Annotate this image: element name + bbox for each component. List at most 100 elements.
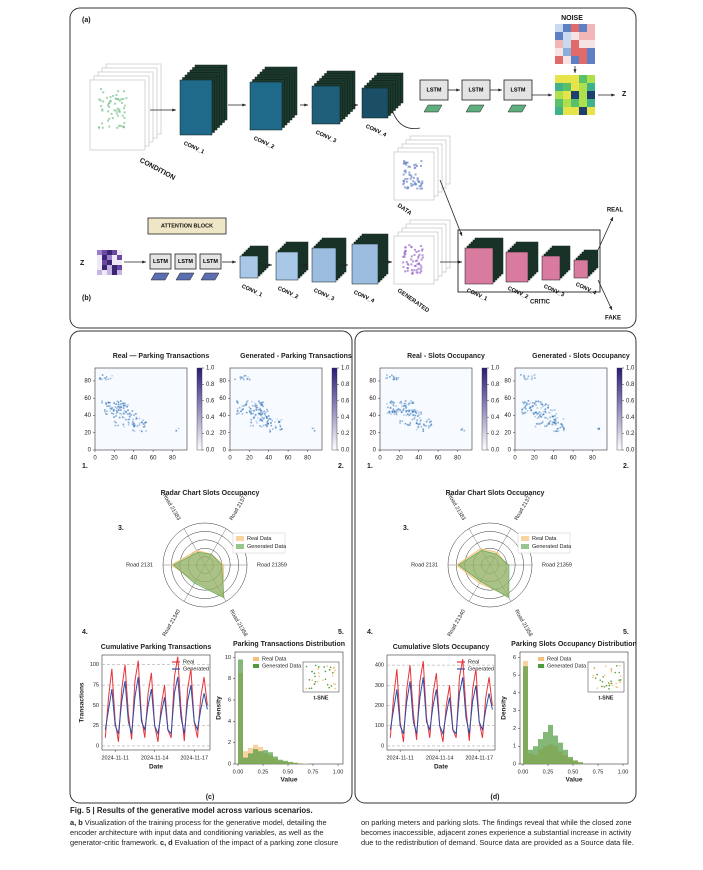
page-pixel xyxy=(408,244,411,247)
heat-cell xyxy=(262,410,264,413)
heat-cell xyxy=(422,428,425,431)
inset-point xyxy=(601,680,604,683)
heat-cell xyxy=(261,416,263,419)
page-pixel xyxy=(418,253,421,256)
inset-point xyxy=(314,664,317,667)
grid-cell xyxy=(107,255,112,260)
heat-cell xyxy=(393,413,396,415)
heat-cell xyxy=(131,423,134,426)
page-pixel xyxy=(123,116,126,119)
heat-cell xyxy=(394,410,397,413)
heat-cell xyxy=(417,411,420,414)
heat-cell xyxy=(389,401,392,404)
heat-cell xyxy=(419,411,422,414)
colorbar-tick-label: 1.0 xyxy=(341,366,350,372)
grid-cell xyxy=(579,24,587,32)
heat-cell xyxy=(125,418,127,421)
heat-cell xyxy=(261,404,263,407)
heat-cell xyxy=(537,413,539,415)
heat-cell xyxy=(258,408,261,411)
page-pixel xyxy=(99,99,102,102)
layer xyxy=(351,243,379,285)
hist-bar xyxy=(573,760,578,764)
heat-cell xyxy=(532,412,534,414)
heat-cell xyxy=(242,405,245,407)
heat-cell xyxy=(258,412,261,415)
panel-label: (a) xyxy=(82,17,91,24)
grid-cell xyxy=(571,56,579,64)
heat-cell xyxy=(554,418,557,420)
page-pixel xyxy=(118,108,121,111)
y-tick-label: 400 xyxy=(375,663,384,669)
heat-cell xyxy=(252,424,254,427)
heat-cell xyxy=(428,427,430,429)
grid-cell xyxy=(571,91,579,99)
page-pixel xyxy=(406,266,409,269)
colorbar-tick-label: 0.6 xyxy=(341,398,350,404)
hist-bar xyxy=(543,732,548,764)
inset-point xyxy=(611,684,614,687)
heat-cell xyxy=(104,377,107,380)
grid-cell xyxy=(107,250,112,255)
heat-cell xyxy=(121,416,124,418)
heat-cell xyxy=(549,420,552,422)
heat-cell xyxy=(523,411,526,414)
heat-cell xyxy=(117,403,120,406)
grid-cell xyxy=(587,48,595,56)
heat-cell xyxy=(119,403,122,405)
heat-cell xyxy=(523,374,525,377)
heat-cell xyxy=(400,411,403,413)
y-tick-label: 40 xyxy=(369,413,376,419)
chart-title: Generated - Parking Transactions xyxy=(240,353,352,360)
heat-cell xyxy=(551,423,553,426)
grid-cell xyxy=(97,250,102,255)
y-tick-label: 0 xyxy=(88,448,92,454)
inset-point xyxy=(599,679,602,681)
grid-cell xyxy=(587,75,595,83)
heat-cell xyxy=(521,412,524,415)
heat-cell xyxy=(430,424,433,426)
caption-title: Fig. 5 | Results of the generative model… xyxy=(70,806,313,815)
heat-cell xyxy=(413,418,415,420)
page-pixel xyxy=(122,90,125,93)
arrow-head xyxy=(344,263,348,267)
y-axis-label: Density xyxy=(501,696,508,720)
page-pixel xyxy=(98,98,101,101)
page-pixel xyxy=(411,260,414,263)
grid-cell xyxy=(563,32,571,40)
heat-cell xyxy=(236,402,239,405)
page-pixel xyxy=(402,173,405,176)
hist-bar xyxy=(553,735,558,764)
heat-cell xyxy=(412,411,415,413)
heat-cell xyxy=(281,428,283,430)
page-pixel xyxy=(403,251,406,254)
heat-cell xyxy=(259,402,261,404)
layer xyxy=(311,85,341,125)
inset-point xyxy=(610,670,613,673)
heat-cell xyxy=(534,411,537,414)
colorbar-tick-label: 0.0 xyxy=(206,448,215,454)
heat-cell xyxy=(105,376,108,378)
heat-cell xyxy=(248,378,251,381)
heat-cell xyxy=(541,420,544,423)
heat-cell xyxy=(420,411,423,413)
page-pixel xyxy=(100,105,103,108)
layer xyxy=(464,247,494,285)
heat-cell xyxy=(110,407,113,410)
grid-cell xyxy=(571,99,579,107)
hist-bar xyxy=(273,756,278,764)
heat-cell xyxy=(411,418,414,421)
page-pixel xyxy=(122,126,125,129)
grid-cell xyxy=(97,265,102,270)
heat-cell xyxy=(144,423,146,426)
heat-cell xyxy=(261,420,264,422)
page-pixel xyxy=(410,258,413,261)
heat-cell xyxy=(528,403,530,406)
y-tick-label: 0 xyxy=(373,448,377,454)
heat-cell xyxy=(142,419,144,422)
heat-cell xyxy=(127,418,130,421)
heat-cell xyxy=(262,405,265,408)
hist-bar xyxy=(243,757,248,764)
heat-cell xyxy=(526,377,529,380)
panel-label: (c) xyxy=(206,794,215,801)
